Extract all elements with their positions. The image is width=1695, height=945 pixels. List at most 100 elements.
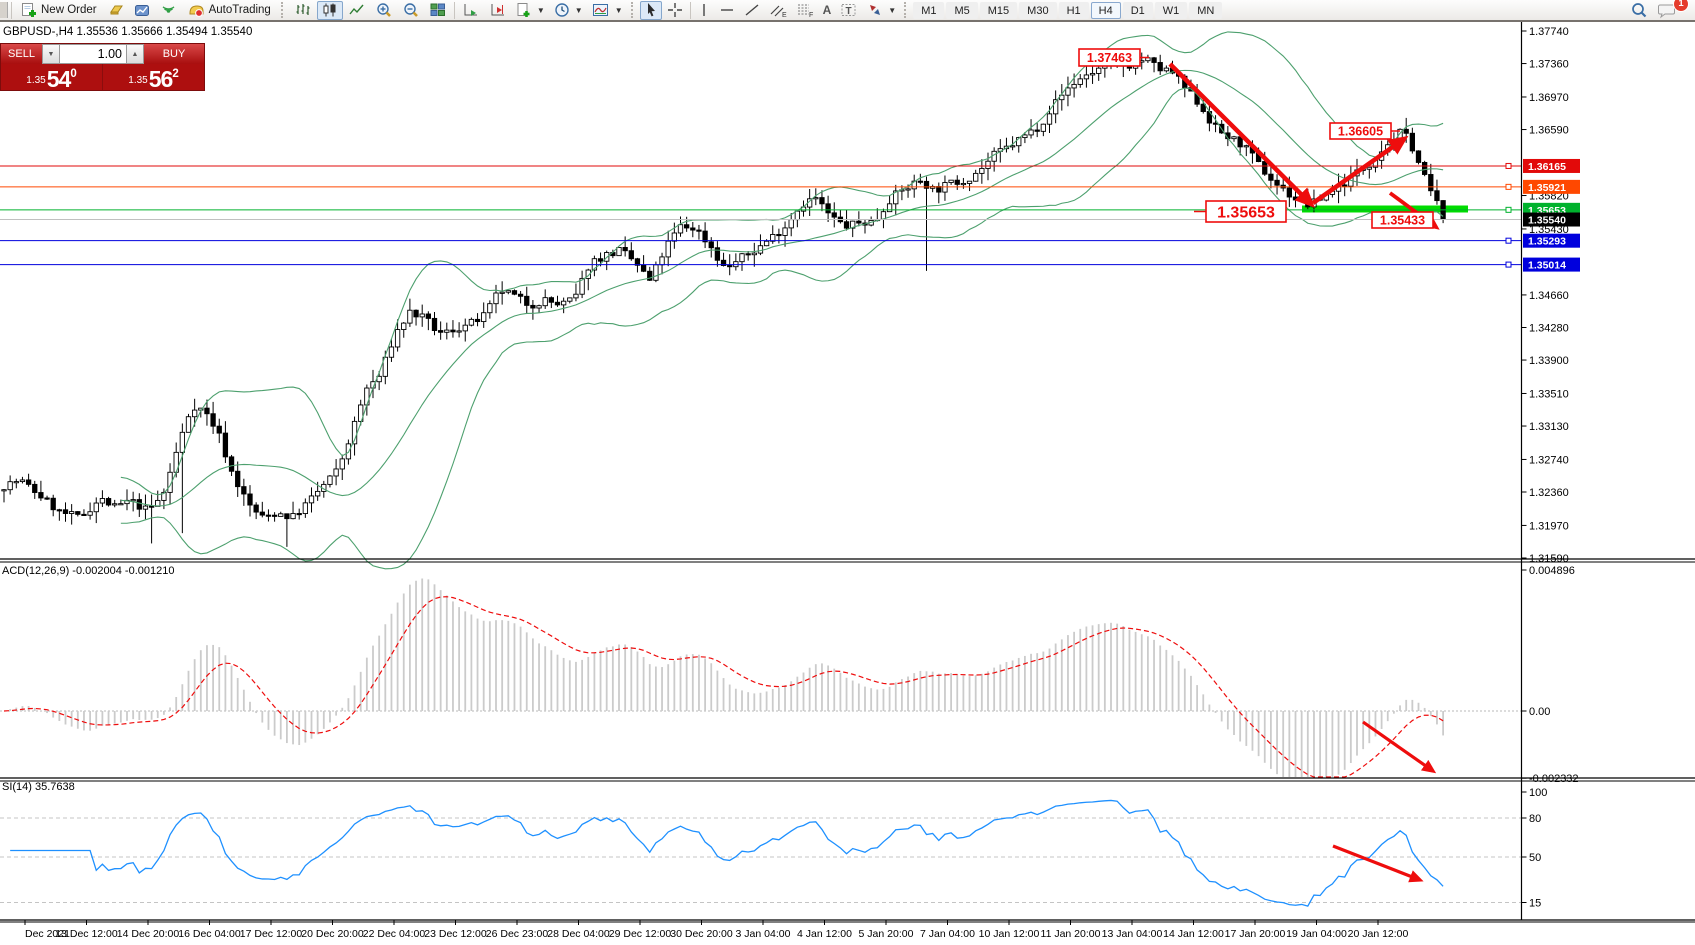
svg-text:1.31590: 1.31590 xyxy=(1529,553,1569,565)
svg-text:23 Dec 12:00: 23 Dec 12:00 xyxy=(424,928,487,940)
indicators-button[interactable]: ▼ xyxy=(588,1,627,20)
arrows-tool-button[interactable]: ▼ xyxy=(863,1,900,20)
lot-size-input[interactable] xyxy=(60,44,126,64)
notification-badge[interactable]: 1 xyxy=(1673,0,1689,12)
svg-text:50: 50 xyxy=(1529,852,1541,864)
svg-text:29 Dec 12:00: 29 Dec 12:00 xyxy=(609,928,672,940)
svg-text:-0.002332: -0.002332 xyxy=(1529,773,1579,785)
annotation-1.35653[interactable]: 1.35653 xyxy=(1194,200,1287,223)
tile-windows-button[interactable] xyxy=(425,1,451,20)
rsi-indicator-label: SI(14) 35.7638 xyxy=(2,781,75,793)
line-chart-button[interactable] xyxy=(344,1,370,20)
equidistant-channel-button[interactable]: E xyxy=(765,1,791,20)
fibonacci-button[interactable]: F xyxy=(792,1,818,20)
timeframe-M5-button[interactable]: M5 xyxy=(946,1,978,19)
svg-text:1.33510: 1.33510 xyxy=(1529,388,1569,400)
sell-button[interactable]: SELL xyxy=(1,44,42,64)
support-band[interactable] xyxy=(1302,205,1468,213)
price-tag-1.35293: 1.35293 xyxy=(1523,233,1580,248)
trend-arrows[interactable] xyxy=(1168,62,1440,883)
autotrading-icon xyxy=(188,2,205,18)
svg-text:1.36605: 1.36605 xyxy=(1338,125,1383,139)
svg-text:1.37360: 1.37360 xyxy=(1529,59,1569,71)
sell-price-display[interactable]: 1.35 54 0 xyxy=(1,64,103,91)
annotation-1.35433[interactable]: 1.35433 xyxy=(1371,211,1434,229)
timeframe-M30-button[interactable]: M30 xyxy=(1019,1,1057,19)
auto-scroll-icon xyxy=(462,2,480,18)
svg-text:20 Dec 20:00: 20 Dec 20:00 xyxy=(301,928,364,940)
buy-price-base: 1.35 xyxy=(128,75,148,86)
trendline-button[interactable] xyxy=(740,1,764,20)
svg-text:7 Jan 04:00: 7 Jan 04:00 xyxy=(920,928,975,940)
timeframe-M1-button[interactable]: M1 xyxy=(913,1,945,19)
timeframe-D1-button[interactable]: D1 xyxy=(1122,1,1153,19)
buy-button[interactable]: BUY xyxy=(144,44,204,64)
horizontal-line-button[interactable] xyxy=(715,1,739,20)
dropdown-caret: ▼ xyxy=(614,5,623,15)
cursor-button[interactable] xyxy=(639,0,662,20)
gold-bar-button[interactable] xyxy=(104,1,129,20)
arrows-tool-icon xyxy=(867,2,883,18)
gold-bar-icon xyxy=(108,2,125,18)
svg-text:3 Jan 04:00: 3 Jan 04:00 xyxy=(736,928,791,940)
macd-indicator-label: ACD(12,26,9) -0.002004 -0.001210 xyxy=(2,565,175,577)
chart-canvas[interactable]: 1.377401.373601.369701.365901.358201.354… xyxy=(0,22,1695,945)
cropped-icon xyxy=(0,2,8,18)
new-order-button[interactable]: New Order xyxy=(15,1,103,20)
macd-pane xyxy=(0,578,1522,778)
crosshair-button[interactable] xyxy=(663,1,687,20)
autotrading-button[interactable]: AutoTrading xyxy=(182,1,277,20)
annotation-1.37463[interactable]: 1.37463 xyxy=(1078,48,1149,67)
svg-text:1.35921: 1.35921 xyxy=(1528,182,1566,194)
svg-text:1.35293: 1.35293 xyxy=(1528,236,1566,248)
new-template-button[interactable]: ▼ xyxy=(512,1,549,20)
timeframe-H1-button[interactable]: H1 xyxy=(1058,1,1089,19)
signal-icon xyxy=(160,2,177,18)
price-annotations[interactable]: 1.37463 1.36605 1.35653 1.35433 xyxy=(1078,48,1434,229)
separator xyxy=(689,1,691,19)
svg-text:13 Jan 04:00: 13 Jan 04:00 xyxy=(1102,928,1163,940)
buy-price-display[interactable]: 1.35 56 2 xyxy=(103,64,204,91)
dropdown-caret: ▼ xyxy=(888,5,897,15)
signal-button[interactable] xyxy=(156,1,181,20)
auto-scroll-button[interactable] xyxy=(458,1,484,20)
svg-text:19 Jan 04:00: 19 Jan 04:00 xyxy=(1286,928,1347,940)
indicators-icon xyxy=(592,2,610,18)
candlestick-chart-button[interactable] xyxy=(316,0,343,20)
blue-chart-button[interactable] xyxy=(130,1,155,20)
chart-shift-button[interactable] xyxy=(485,1,511,20)
svg-text:1.35540: 1.35540 xyxy=(1528,215,1566,227)
bar-chart-button[interactable] xyxy=(290,1,316,20)
zoom-out-button[interactable] xyxy=(398,1,424,20)
svg-text:1.34280: 1.34280 xyxy=(1529,322,1569,334)
zoom-in-button[interactable] xyxy=(371,1,397,20)
trendline-icon xyxy=(744,2,760,18)
lot-increase-button[interactable]: ▲ xyxy=(126,44,144,64)
horizontal-lines[interactable] xyxy=(0,162,1522,268)
timeframe-W1-button[interactable]: W1 xyxy=(1154,1,1188,19)
toolbar-grip[interactable] xyxy=(280,2,286,18)
svg-text:14 Dec 20:00: 14 Dec 20:00 xyxy=(117,928,180,940)
svg-text:80: 80 xyxy=(1529,813,1541,825)
lot-decrease-button[interactable]: ▼ xyxy=(42,44,60,64)
svg-text:17 Jan 20:00: 17 Jan 20:00 xyxy=(1225,928,1286,940)
autotrading-label: AutoTrading xyxy=(208,4,271,16)
text-tool-button[interactable]: A xyxy=(819,1,836,20)
svg-text:1.36590: 1.36590 xyxy=(1529,125,1569,137)
text-label-button[interactable]: T xyxy=(836,1,862,20)
svg-text:1.32740: 1.32740 xyxy=(1529,454,1569,466)
period-button[interactable]: ▼ xyxy=(550,1,587,20)
timeframe-H4-button[interactable]: H4 xyxy=(1090,1,1121,19)
annotation-1.36605[interactable]: 1.36605 xyxy=(1329,122,1400,140)
timeframe-MN-button[interactable]: MN xyxy=(1189,1,1223,19)
timeframe-group: M1 M5 M15 M30 H1 H4 D1 W1 MN xyxy=(913,1,1223,19)
chart-frame xyxy=(0,22,1695,923)
svg-text:1.37463: 1.37463 xyxy=(1087,51,1132,65)
timeframe-M15-button[interactable]: M15 xyxy=(979,1,1018,19)
dropdown-caret: ▼ xyxy=(536,5,545,15)
vertical-line-button[interactable] xyxy=(694,1,714,20)
toolbar-grip[interactable] xyxy=(630,2,636,18)
search-button[interactable] xyxy=(1626,1,1652,20)
toolbar-grip[interactable] xyxy=(904,2,909,18)
